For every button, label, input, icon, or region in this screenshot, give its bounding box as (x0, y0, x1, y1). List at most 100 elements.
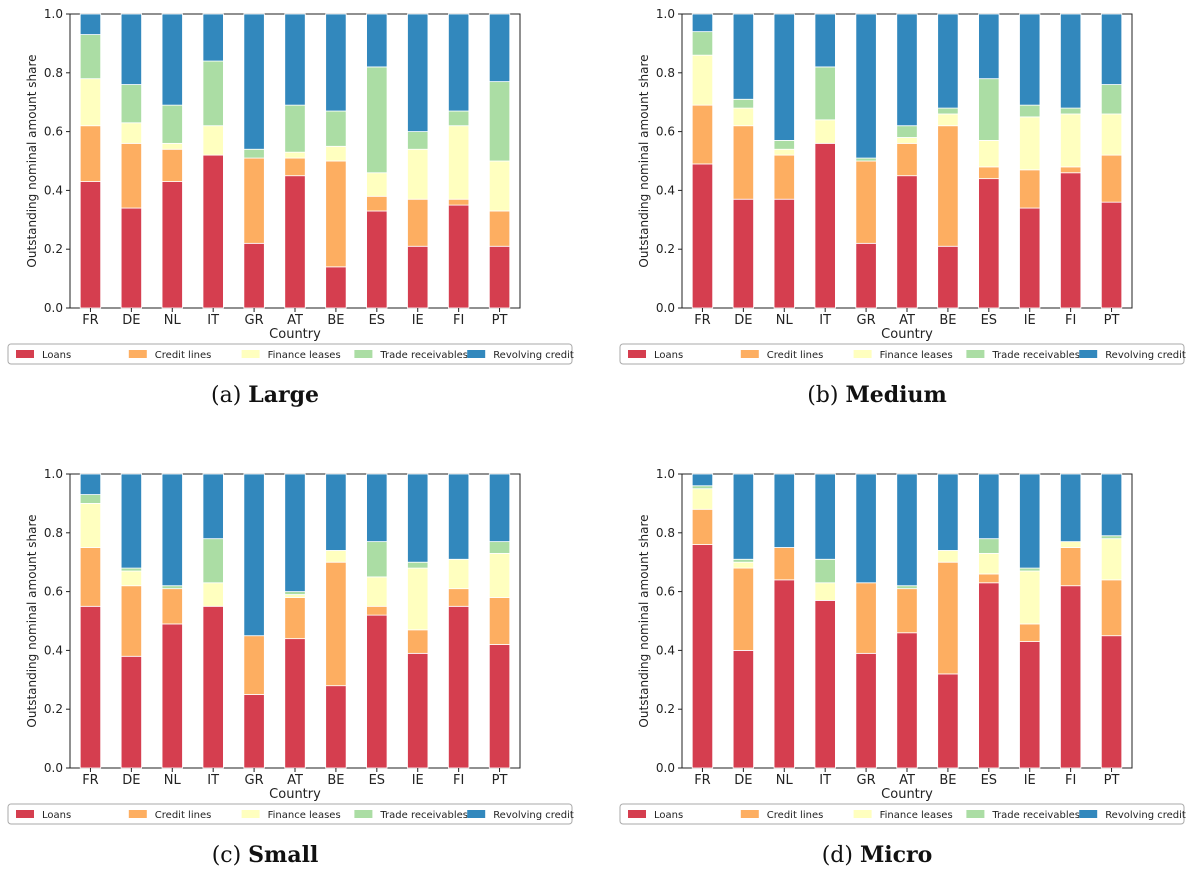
bar-segment (978, 582, 1000, 769)
bar-segment (366, 614, 388, 769)
x-tick-label: FR (694, 313, 711, 328)
bar-segment (855, 582, 877, 654)
y-tick-label: 0.6 (44, 125, 63, 139)
bar-segment (978, 140, 1000, 168)
caption-prefix: (c) (212, 843, 248, 868)
bar-segment (978, 178, 1000, 309)
legend-swatch (128, 810, 147, 818)
bar-segment (284, 591, 306, 595)
bar-segment (1019, 641, 1041, 769)
bar-segment (488, 81, 511, 162)
bar-segment (1060, 547, 1082, 587)
x-tick-label: BE (939, 313, 956, 328)
bar-segment (896, 142, 918, 177)
y-axis-label: Outstanding nominal amount share (25, 514, 39, 727)
bar-segment (488, 597, 511, 645)
bar-segment (691, 508, 714, 545)
bar-segment (978, 538, 1000, 554)
bar-segment (732, 125, 754, 200)
bar-segment (896, 13, 918, 127)
figure-caption: (a) Large (211, 382, 319, 408)
stacked-bar-chart-micro: 0.0 0.2 0.4 0.6 0.8 1.0 Outstanding nominal am… (619, 467, 1186, 868)
bar-segment (202, 60, 224, 127)
x-tick-label: NL (164, 773, 182, 788)
legend-swatch (354, 810, 373, 818)
bar-segment (1019, 473, 1041, 569)
y-tick-label: 0.4 (44, 643, 63, 657)
y-tick-label: 1.0 (656, 7, 675, 21)
legend-swatch (16, 810, 34, 818)
legend-label: Loans (654, 810, 683, 821)
bar-segment (366, 195, 388, 212)
bar-segment (284, 13, 306, 106)
bar-segment (937, 125, 959, 247)
bar-segment (691, 485, 714, 490)
bar-segment (1100, 635, 1123, 769)
bar-segment (732, 567, 754, 651)
bar-segment (814, 558, 836, 584)
bar-segment (855, 242, 877, 309)
legend-swatch (1079, 350, 1098, 358)
bar-segment (855, 160, 877, 244)
x-axis-label: Country (881, 327, 933, 342)
bar-segment (937, 13, 959, 109)
bar-segment (407, 13, 429, 132)
bar-segment (448, 605, 470, 769)
bar-segment (448, 473, 470, 560)
x-tick-label: BE (327, 313, 344, 328)
y-tick-label: 0.8 (656, 526, 675, 540)
bar-segment (120, 655, 142, 769)
x-axis-label: Country (881, 787, 933, 802)
x-tick-label: NL (776, 313, 794, 328)
x-tick-label: AT (287, 313, 303, 328)
legend: Loans Credit lines Finance leases Trade rec… (619, 343, 1186, 365)
x-tick-label: FR (82, 313, 99, 328)
bar-segment (79, 181, 102, 309)
bar-segment (732, 98, 754, 109)
bar-segment (773, 148, 795, 156)
x-tick-label: ES (369, 313, 385, 328)
stacked-bar-chart-small: 0.0 0.2 0.4 0.6 0.8 1.0 Outstanding nominal am… (7, 467, 574, 868)
bar-segment (407, 629, 429, 654)
x-tick-label: IE (1024, 773, 1036, 788)
bar-segment (120, 570, 142, 587)
bar-segment (814, 142, 836, 309)
bar-segment (1019, 567, 1041, 572)
caption-prefix: (d) (822, 843, 860, 868)
bar-segment (732, 107, 754, 127)
legend: Loans Credit lines Finance leases Trade rec… (619, 803, 1186, 825)
legend-swatch (740, 810, 759, 818)
bar-segment (814, 582, 836, 601)
bar-segment (120, 585, 142, 657)
chart-panel-micro: 0.0 0.2 0.4 0.6 0.8 1.0 Outstanding nominal am… (612, 460, 1202, 890)
bar-segment (1100, 13, 1123, 85)
bar-segment (284, 104, 306, 153)
x-tick-label: AT (287, 773, 303, 788)
legend-label: Trade receivables (379, 350, 468, 361)
bar-segment (896, 125, 918, 138)
x-tick-label: PT (1104, 313, 1120, 328)
x-tick-label: ES (981, 313, 997, 328)
bar-segment (1060, 113, 1082, 168)
y-tick-label: 0.4 (656, 643, 675, 657)
y-axis-label: Outstanding nominal amount share (637, 514, 651, 727)
figure-caption: (c) Small (212, 842, 319, 868)
bar-segment (1100, 154, 1123, 203)
legend-swatch (241, 810, 260, 818)
y-tick-label: 0.4 (656, 183, 675, 197)
bar-segment (120, 13, 142, 85)
bar-segment (773, 154, 795, 200)
bar-segment (120, 207, 142, 309)
legend-swatch (853, 810, 872, 818)
bar-segment (1019, 169, 1041, 209)
bar-segment (120, 122, 142, 144)
bar-segment (814, 66, 836, 121)
x-tick-label: IT (207, 773, 219, 788)
bar-segment (325, 110, 347, 147)
legend-swatch (628, 350, 646, 358)
x-tick-label: DE (122, 313, 140, 328)
legend-label: Credit lines (155, 810, 212, 821)
x-tick-label: IE (412, 773, 424, 788)
bar-segment (325, 473, 347, 551)
bar-segment (1100, 538, 1123, 581)
